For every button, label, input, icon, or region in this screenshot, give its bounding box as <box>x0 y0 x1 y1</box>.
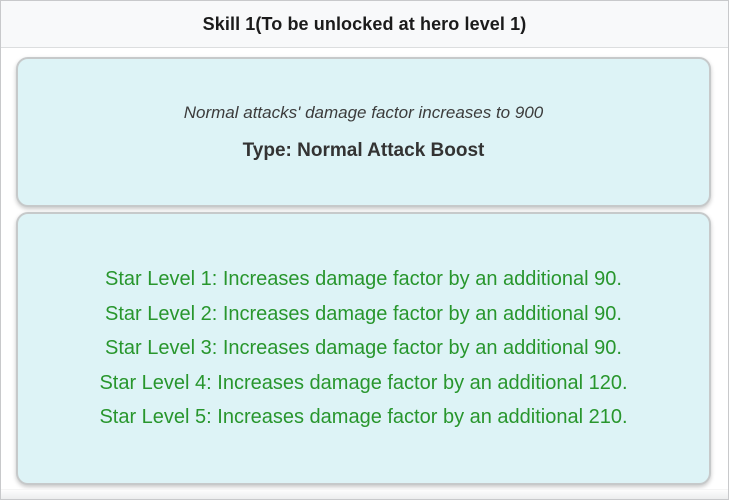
star-levels-card: Star Level 1: Increases damage factor by… <box>16 212 711 485</box>
star-level-5-line: Star Level 5: Increases damage factor by… <box>99 406 628 429</box>
skill-type-label: Type: Normal Attack Boost <box>242 140 485 161</box>
star-level-4-line: Star Level 4: Increases damage factor by… <box>99 371 628 394</box>
next-section-edge <box>1 489 728 499</box>
skill-info-card: Normal attacks' damage factor increases … <box>16 57 711 207</box>
star-level-1-line: Star Level 1: Increases damage factor by… <box>105 268 622 291</box>
star-level-3-line: Star Level 3: Increases damage factor by… <box>105 337 622 360</box>
star-level-2-line: Star Level 2: Increases damage factor by… <box>105 302 622 325</box>
skill-description: Normal attacks' damage factor increases … <box>183 103 544 122</box>
skill-header: Skill 1(To be unlocked at hero level 1) <box>1 1 728 48</box>
skill-title: Skill 1(To be unlocked at hero level 1) <box>202 13 527 34</box>
